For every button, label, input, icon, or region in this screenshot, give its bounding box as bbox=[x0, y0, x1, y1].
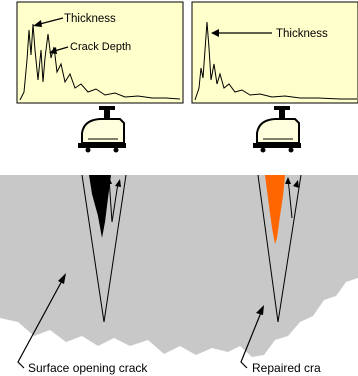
ray-arrowhead-left-a bbox=[106, 177, 112, 184]
left-transducer-icon bbox=[78, 106, 126, 153]
left-transducer-body bbox=[81, 118, 125, 144]
right-transducer-icon bbox=[253, 106, 301, 153]
open-crack-fill bbox=[89, 175, 111, 238]
right-caption-leader bbox=[240, 305, 264, 369]
left-transducer-cap bbox=[99, 106, 115, 110]
right-panel-background bbox=[191, 1, 358, 104]
right-transducer-cap bbox=[274, 106, 290, 110]
left-transducer-contact-2 bbox=[113, 147, 119, 153]
left-caption-leader bbox=[17, 273, 66, 369]
ray-path-right-2 bbox=[277, 174, 302, 323]
ray-arrowhead-right-b bbox=[293, 180, 299, 188]
left-waveform-panel: Thickness Crack Depth bbox=[16, 1, 184, 104]
right-thickness-label: Thickness bbox=[276, 28, 328, 40]
ray-arrowhead-left-b bbox=[115, 179, 121, 187]
ray-path-left-1 bbox=[81, 174, 105, 323]
left-leader-line bbox=[17, 276, 65, 369]
right-waveform-trace bbox=[194, 21, 357, 101]
ray-path-left-4 bbox=[111, 182, 119, 223]
right-leader-arrowhead bbox=[256, 305, 264, 315]
right-transducer-contact-1 bbox=[260, 147, 266, 153]
crack-depth-arrowhead bbox=[49, 47, 57, 54]
thickness-arrowhead-left bbox=[33, 20, 42, 27]
left-transducer-base bbox=[78, 143, 126, 148]
left-caption: Surface opening crack bbox=[28, 361, 148, 375]
right-leader-line bbox=[240, 309, 263, 369]
right-transducer-cable bbox=[279, 108, 285, 120]
ray-path-right-3 bbox=[287, 177, 293, 219]
repaired-crack-fill bbox=[265, 175, 285, 244]
right-transducer-body bbox=[256, 118, 300, 144]
thickness-arrowhead-right bbox=[211, 29, 219, 37]
ray-path-left-3 bbox=[108, 177, 113, 223]
left-transducer-cable bbox=[104, 108, 110, 120]
repaired-crack bbox=[257, 174, 302, 323]
surface-opening-crack bbox=[81, 174, 127, 323]
left-crack-depth-label: Crack Depth bbox=[70, 41, 131, 53]
ray-arrowhead-right-a bbox=[285, 177, 291, 184]
right-transducer-contact-2 bbox=[288, 147, 294, 153]
ray-path-left-2 bbox=[103, 174, 127, 323]
left-waveform-trace bbox=[19, 23, 181, 101]
left-panel-background bbox=[16, 1, 184, 104]
right-waveform-panel: Thickness bbox=[191, 1, 358, 104]
concrete-block bbox=[0, 175, 358, 357]
left-transducer-contact-1 bbox=[85, 147, 91, 153]
right-transducer-base bbox=[253, 143, 301, 148]
ray-path-right-1 bbox=[257, 174, 279, 323]
right-caption: Repaired cra bbox=[252, 361, 321, 375]
left-thickness-label: Thickness bbox=[64, 13, 116, 25]
left-leader-arrowhead bbox=[58, 273, 66, 284]
